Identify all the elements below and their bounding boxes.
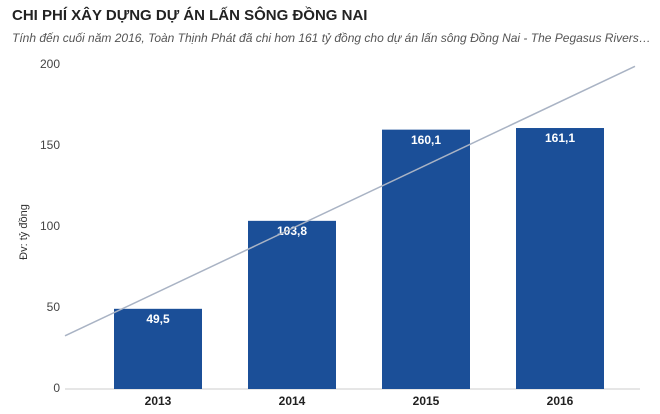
y-axis-label: Đv: tỷ đồng [18,204,30,260]
bar [114,308,202,389]
x-tick-label: 2015 [413,394,440,408]
data-label: 49,5 [146,312,170,326]
x-tick-label: 2013 [145,394,172,408]
data-label: 103,8 [277,224,307,238]
y-tick-label: 200 [40,57,60,71]
x-tick-label: 2014 [279,394,306,408]
data-label: 160,1 [411,133,441,147]
bar [382,129,470,389]
y-tick-label: 0 [53,381,60,395]
bar [248,220,336,389]
chart-subtitle: Tính đến cuối năm 2016, Toàn Thịnh Phát … [12,31,651,45]
bar [516,128,604,389]
y-tick-label: 150 [40,138,60,152]
data-label: 161,1 [545,131,575,145]
y-tick-label: 50 [47,300,61,314]
trendline [64,65,636,337]
x-tick-label: 2016 [547,394,574,408]
y-tick-label: 100 [40,219,60,233]
chart-title: CHI PHÍ XÂY DỰNG DỰ ÁN LẤN SÔNG ĐỒNG NAI [12,6,367,24]
